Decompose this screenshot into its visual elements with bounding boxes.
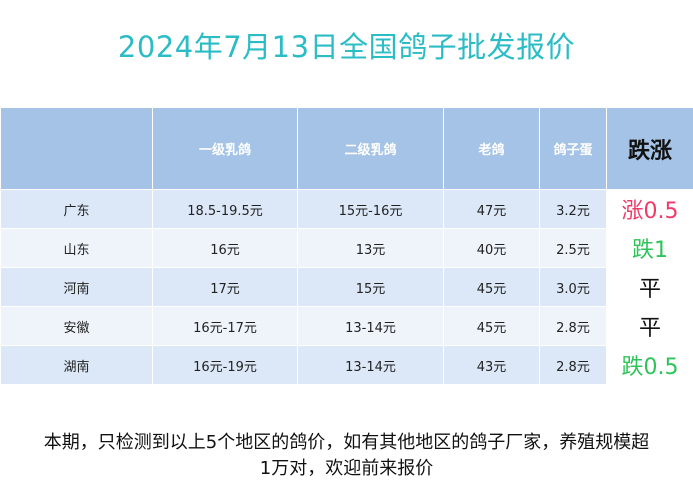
egg-price-cell: 3.0元 <box>539 267 607 307</box>
change-cell: 平 <box>606 267 693 307</box>
change-cell: 平 <box>606 306 693 346</box>
region-cell: 安徽 <box>0 306 153 346</box>
grade1-price-cell: 16元-17元 <box>152 306 298 346</box>
old-pigeon-price-cell: 40元 <box>443 228 540 268</box>
grade2-price-cell: 15元 <box>297 267 444 307</box>
footer-note-line1: 本期，只检测到以上5个地区的鸽价，如有其他地区的鸽子厂家，养殖规模超 <box>43 432 650 453</box>
grade1-price-cell: 18.5-19.5元 <box>152 189 298 229</box>
egg-price-cell: 3.2元 <box>539 189 607 229</box>
grade2-price-cell: 13元 <box>297 228 444 268</box>
grade1-price-cell: 16元-19元 <box>152 345 298 385</box>
table-row: 安徽 16元-17元 13-14元 45元 2.8元 平 <box>0 306 693 346</box>
price-table: 一级乳鸽 二级乳鸽 老鸽 鸽子蛋 跌涨 广东 18.5-19.5元 15元-16… <box>0 107 693 385</box>
footer-note: 本期，只检测到以上5个地区的鸽价，如有其他地区的鸽子厂家，养殖规模超 1万对，欢… <box>0 430 693 482</box>
table-row: 河南 17元 15元 45元 3.0元 平 <box>0 267 693 307</box>
table-row: 湖南 16元-19元 13-14元 43元 2.8元 跌0.5 <box>0 345 693 385</box>
egg-price-cell: 2.8元 <box>539 345 607 385</box>
page-title: 2024年7月13日全国鸽子批发报价 <box>117 30 576 64</box>
egg-price-cell: 2.5元 <box>539 228 607 268</box>
header-change: 跌涨 <box>606 107 693 190</box>
grade1-price-cell: 17元 <box>152 267 298 307</box>
change-cell: 跌0.5 <box>606 345 693 385</box>
old-pigeon-price-cell: 47元 <box>443 189 540 229</box>
header-grade2-squab: 二级乳鸽 <box>297 107 444 190</box>
grade2-price-cell: 13-14元 <box>297 306 444 346</box>
old-pigeon-price-cell: 45元 <box>443 306 540 346</box>
region-cell: 广东 <box>0 189 153 229</box>
region-cell: 山东 <box>0 228 153 268</box>
table-row: 山东 16元 13元 40元 2.5元 跌1 <box>0 228 693 268</box>
grade1-price-cell: 16元 <box>152 228 298 268</box>
region-cell: 湖南 <box>0 345 153 385</box>
table-row: 广东 18.5-19.5元 15元-16元 47元 3.2元 涨0.5 <box>0 189 693 229</box>
change-cell: 涨0.5 <box>606 189 693 229</box>
grade2-price-cell: 13-14元 <box>297 345 444 385</box>
old-pigeon-price-cell: 43元 <box>443 345 540 385</box>
table-header-row: 一级乳鸽 二级乳鸽 老鸽 鸽子蛋 跌涨 <box>0 107 693 190</box>
header-old-pigeon: 老鸽 <box>443 107 540 190</box>
grade2-price-cell: 15元-16元 <box>297 189 444 229</box>
egg-price-cell: 2.8元 <box>539 306 607 346</box>
header-pigeon-egg: 鸽子蛋 <box>539 107 607 190</box>
header-grade1-squab: 一级乳鸽 <box>152 107 298 190</box>
old-pigeon-price-cell: 45元 <box>443 267 540 307</box>
header-region <box>0 107 153 190</box>
change-cell: 跌1 <box>606 228 693 268</box>
region-cell: 河南 <box>0 267 153 307</box>
footer-note-line2: 1万对，欢迎前来报价 <box>259 458 434 479</box>
